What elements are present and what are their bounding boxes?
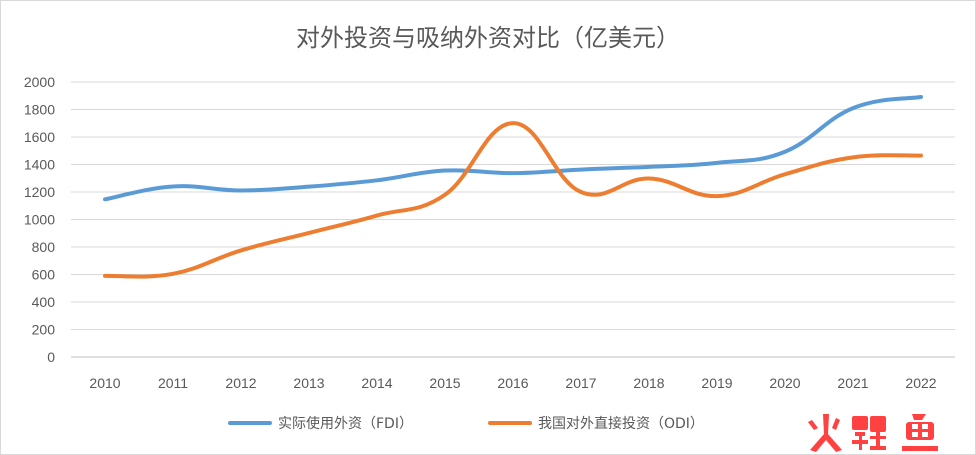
y-tick-label: 1400 <box>24 157 55 173</box>
y-tick-label: 600 <box>32 267 56 283</box>
y-tick-label: 400 <box>32 294 56 310</box>
x-tick-label: 2011 <box>158 375 188 391</box>
y-axis-ticks: 0 200 400 600 800 1000 1200 1400 1600 1800 2000 <box>24 74 55 365</box>
x-tick-label: 2019 <box>701 375 732 391</box>
x-tick-label: 2014 <box>361 375 392 391</box>
legend-entry: 我国对外直接投资（ODI） <box>488 415 704 432</box>
x-tick-label: 2010 <box>89 375 120 391</box>
legend: 实际使用外资（FDI） 我国对外直接投资（ODI） <box>228 415 704 432</box>
grid-layer <box>71 81 955 358</box>
series-line-0 <box>103 94 923 202</box>
y-tick-label: 0 <box>47 349 55 365</box>
x-tick-label: 2021 <box>837 375 868 391</box>
y-tick-label: 200 <box>32 322 56 338</box>
x-tick-label: 2020 <box>769 375 800 391</box>
y-tick-label: 800 <box>32 239 56 255</box>
y-tick-label: 2000 <box>24 74 55 90</box>
legend-entry: 实际使用外资（FDI） <box>228 415 413 432</box>
watermark-logo <box>808 414 938 452</box>
x-tick-label: 2022 <box>905 375 936 391</box>
y-tick-label: 1800 <box>24 102 55 118</box>
legend-label: 我国对外直接投资（ODI） <box>538 415 704 432</box>
series-layer <box>103 94 923 279</box>
chart-title: 对外投资与吸纳外资对比（亿美元） <box>296 24 680 52</box>
x-tick-label: 2013 <box>293 375 324 391</box>
x-tick-label: 2018 <box>633 375 664 391</box>
y-tick-label: 1000 <box>24 212 55 228</box>
x-tick-label: 2016 <box>497 375 528 391</box>
x-tick-label: 2015 <box>429 375 460 391</box>
legend-label: 实际使用外资（FDI） <box>278 415 413 432</box>
y-tick-label: 1200 <box>24 184 55 200</box>
x-axis-ticks: 2010 2011 2012 2013 2014 2015 2016 2017 2018 2019… <box>89 375 936 391</box>
y-tick-label: 1600 <box>24 129 55 145</box>
series-line-1 <box>103 121 923 279</box>
x-tick-label: 2017 <box>565 375 596 391</box>
x-tick-label: 2012 <box>225 375 256 391</box>
